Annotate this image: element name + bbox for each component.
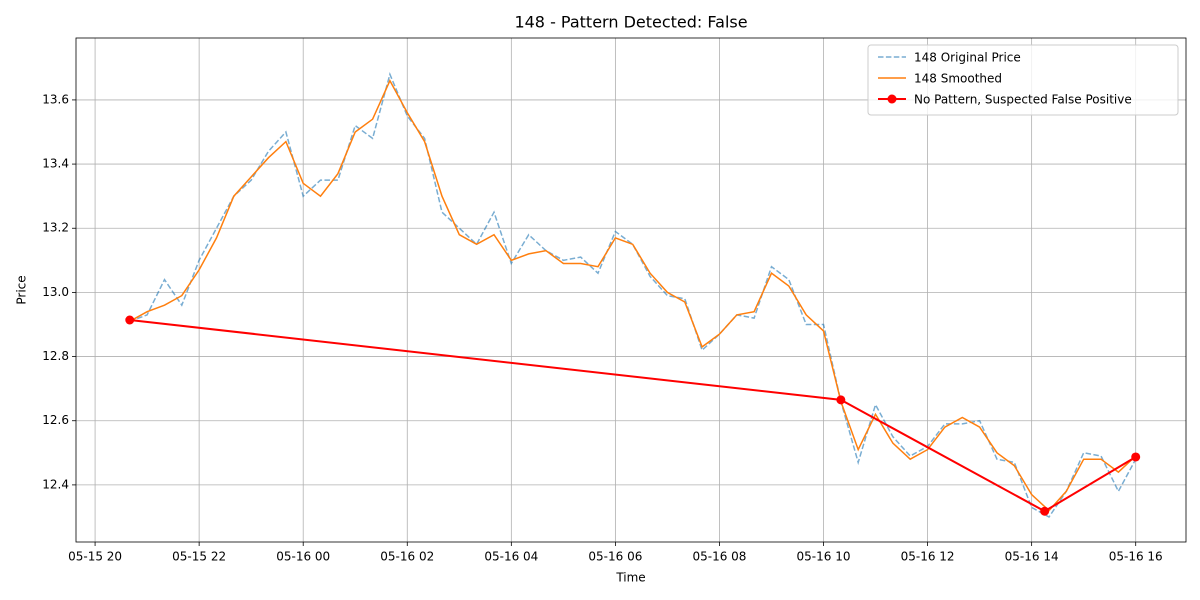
x-tick-label: 05-15 20	[68, 550, 122, 564]
x-tick-label: 05-15 22	[172, 550, 226, 564]
y-tick-label: 13.2	[42, 221, 69, 235]
legend-box	[867, 44, 1179, 116]
x-axis-label: Time	[615, 571, 645, 585]
x-tick-label: 05-16 02	[380, 550, 434, 564]
y-tick-label: 13.4	[42, 157, 69, 171]
x-tick-label: 05-16 16	[1109, 550, 1163, 564]
legend-label: 148 Smoothed	[914, 72, 1002, 86]
y-tick-label: 13.6	[42, 92, 69, 106]
point-marker	[836, 395, 846, 405]
series-line	[129, 79, 1137, 512]
legend-label: 148 Original Price	[914, 51, 1021, 65]
point-marker	[125, 315, 135, 325]
y-tick-label: 12.6	[42, 413, 69, 427]
x-tick-label: 05-16 14	[1005, 550, 1059, 564]
point-marker	[1131, 452, 1141, 462]
y-tick-label: 12.8	[42, 349, 69, 363]
point-marker	[1040, 506, 1050, 516]
y-tick-label: 13.0	[42, 285, 69, 299]
y-tick-label: 12.4	[42, 477, 69, 491]
x-tick-label: 05-16 00	[276, 550, 330, 564]
x-tick-label: 05-16 06	[588, 550, 642, 564]
x-tick-label: 05-16 10	[797, 550, 851, 564]
series-line	[129, 71, 1137, 518]
x-tick-label: 05-16 12	[901, 550, 955, 564]
x-tick-label: 05-16 08	[692, 550, 746, 564]
x-tick-label: 05-16 04	[484, 550, 538, 564]
series-line	[129, 319, 1137, 513]
legend-label: No Pattern, Suspected False Positive	[914, 93, 1132, 107]
y-axis-label: Price	[15, 275, 29, 304]
plot-frame	[75, 37, 1187, 543]
chart-title: 148 - Pattern Detected: False	[514, 13, 747, 32]
legend-marker	[887, 94, 897, 104]
